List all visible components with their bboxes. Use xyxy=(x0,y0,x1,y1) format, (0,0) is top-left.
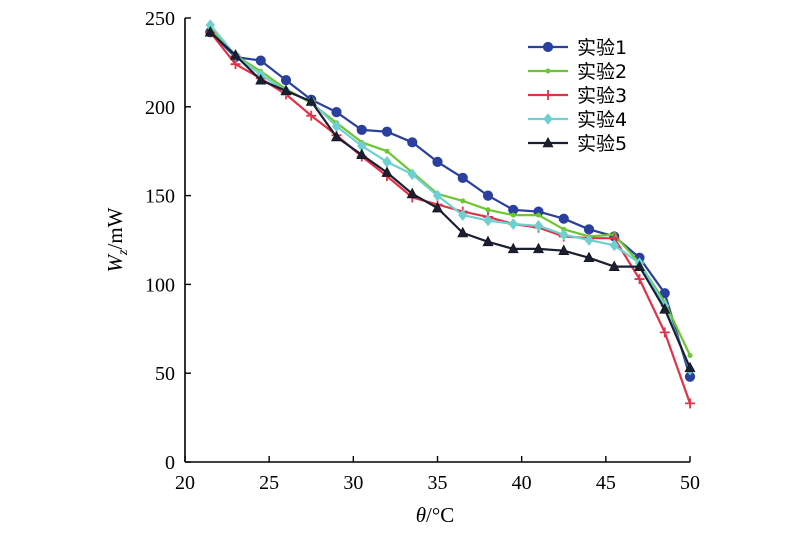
legend-item-5: 实验5 xyxy=(528,133,627,155)
series-5-point-8 xyxy=(381,166,393,177)
series-5-point-17 xyxy=(608,260,620,271)
series-5-point-1 xyxy=(204,26,216,37)
legend-item-3: 实验3 xyxy=(528,85,627,107)
series-5-point-19 xyxy=(659,303,671,314)
series-5-point-15 xyxy=(558,244,570,255)
series-4-point-15 xyxy=(559,228,569,241)
series-4-point-17 xyxy=(609,239,619,252)
series-4-point-8 xyxy=(382,156,392,168)
x-tick-label-45: 45 xyxy=(596,472,616,494)
y-tick-label-0: 0 xyxy=(165,452,175,474)
legend-label-1: 实验1 xyxy=(577,37,627,59)
series-1-point-16 xyxy=(583,224,595,235)
x-tick-label-30: 30 xyxy=(343,472,363,494)
series-2-point-13 xyxy=(510,212,516,218)
y-tick-label-100: 100 xyxy=(145,274,175,296)
series-4-point-11 xyxy=(458,209,468,221)
series-1-point-6 xyxy=(331,107,342,118)
series-1-point-11 xyxy=(457,172,468,183)
series-layer xyxy=(204,19,696,409)
series-4-point-13 xyxy=(508,218,518,230)
x-tick-label-40: 40 xyxy=(512,472,532,494)
series-2-point-11 xyxy=(460,198,466,204)
legend-item-2: 实验2 xyxy=(528,61,627,83)
legend-swatch-marker-2 xyxy=(545,68,551,74)
series-4-point-10 xyxy=(432,189,443,202)
legend-label-3: 实验3 xyxy=(577,85,627,107)
series-1-point-8 xyxy=(381,126,393,137)
x-axis-title: θ/°C xyxy=(416,503,455,527)
series-5-point-9 xyxy=(406,187,418,199)
series-5-point-6 xyxy=(331,130,342,142)
y-tick-label-200: 200 xyxy=(145,97,175,119)
series-4-point-16 xyxy=(584,234,594,246)
series-4-point-12 xyxy=(483,214,493,227)
series-5-point-7 xyxy=(356,148,368,160)
y-tick-label-150: 150 xyxy=(145,186,175,208)
series-5-point-16 xyxy=(583,251,595,263)
y-tick-label-250: 250 xyxy=(145,8,175,30)
series-3-point-19 xyxy=(659,327,670,338)
legend-item-1: 实验1 xyxy=(528,37,627,59)
series-5-point-5 xyxy=(305,95,317,106)
series-5-line xyxy=(209,31,692,369)
series-2-point-12 xyxy=(485,207,491,213)
legend-swatch-marker-3 xyxy=(543,90,553,100)
series-3-point-20 xyxy=(685,398,695,409)
series-1-point-15 xyxy=(558,213,569,224)
series-5-point-10 xyxy=(432,201,443,213)
legend-swatch-marker-4 xyxy=(543,113,553,125)
series-1-point-3 xyxy=(255,55,266,66)
series-5-point-4 xyxy=(280,84,292,96)
series-2-line xyxy=(209,27,691,356)
x-tick-label-25: 25 xyxy=(259,472,279,494)
legend-label-4: 实验4 xyxy=(577,109,627,131)
x-tick-label-20: 20 xyxy=(175,472,195,494)
y-axis-title: Wz/mW xyxy=(103,207,131,272)
series-4-point-14 xyxy=(533,219,544,232)
series-5-point-20 xyxy=(684,361,696,373)
series-3-point-18 xyxy=(634,274,645,285)
series-2-point-14 xyxy=(536,212,541,218)
series-5-point-2 xyxy=(230,49,241,60)
series-1-point-10 xyxy=(432,156,443,167)
legend-swatch-marker-1 xyxy=(542,41,554,53)
series-3-point-5 xyxy=(306,110,317,121)
series-5-point-13 xyxy=(507,242,519,254)
series-5-point-14 xyxy=(533,242,544,254)
y-tick-label-50: 50 xyxy=(155,363,175,385)
series-5 xyxy=(204,26,696,373)
series-2-point-20 xyxy=(687,352,693,358)
series-5-point-3 xyxy=(255,74,267,85)
legend-swatch-marker-5 xyxy=(542,136,554,148)
series-5-point-12 xyxy=(482,235,494,247)
series-5-point-11 xyxy=(457,226,469,238)
series-5-point-18 xyxy=(634,260,645,271)
series-1-point-4 xyxy=(280,75,292,86)
series-1-point-9 xyxy=(407,137,418,148)
series-4-point-9 xyxy=(407,168,417,181)
x-tick-label-50: 50 xyxy=(680,472,700,494)
x-tick-label-35: 35 xyxy=(428,472,448,494)
axes: 20 25 30 35 40 45 50 0 50 100 150 200 250 xyxy=(145,8,700,494)
legend-label-2: 实验2 xyxy=(577,61,627,83)
series-1-point-12 xyxy=(482,190,494,201)
series-1-point-7 xyxy=(356,124,367,135)
legend-label-5: 实验5 xyxy=(577,133,627,155)
series-2-point-8 xyxy=(384,148,390,154)
legend-item-4: 实验4 xyxy=(528,109,627,131)
